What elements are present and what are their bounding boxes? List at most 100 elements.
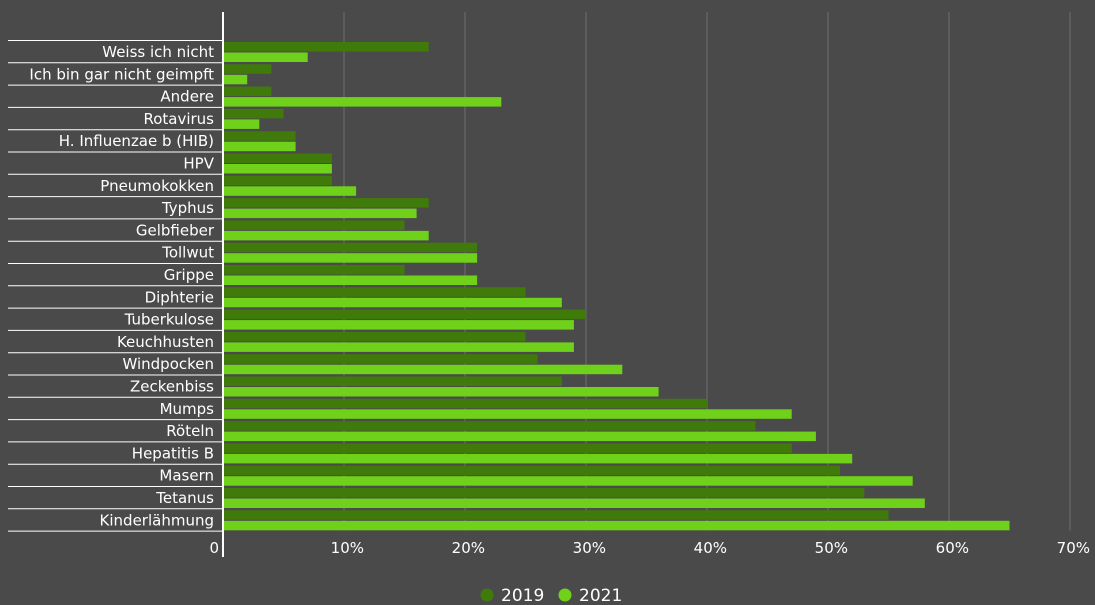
bar-2019-ich-bin-gar-nicht-geimpft [223, 64, 272, 74]
bar-2021-ich-bin-gar-nicht-geimpft [223, 74, 248, 85]
bar-2021-hepatitis-b [223, 453, 853, 464]
bar-2021-kinderlahmung [223, 520, 1010, 531]
bar-2021-tuberkulose [223, 320, 574, 330]
bar-group-rotavirus [223, 108, 284, 129]
category-label: Röteln [166, 422, 214, 440]
bar-2019-tetanus [223, 488, 865, 498]
category-label: Hepatitis B [132, 444, 214, 462]
bar-2021-hpv [223, 164, 332, 174]
x-tick-label: 60% [936, 539, 969, 557]
x-tick-label: 70% [1057, 539, 1090, 557]
category-label: Kinderlähmung [100, 511, 214, 529]
legend-swatch [558, 588, 572, 602]
bar-2019-pneumokokken [223, 175, 332, 186]
legend-label: 2021 [579, 586, 622, 605]
bar-2021-roteln [223, 431, 816, 442]
bar-2019-grippe [223, 265, 405, 275]
bar-2019-masern [223, 465, 841, 476]
category-label: Tuberkulose [124, 311, 214, 329]
category-label: Rotavirus [143, 110, 214, 128]
bars [223, 42, 1010, 531]
category-label: Weiss ich nicht [102, 43, 214, 61]
bar-2019-hepatitis-b [223, 443, 792, 453]
category-label: H. Influenzae b (HIB) [59, 132, 214, 150]
bar-group-diphterie [223, 287, 562, 308]
category-label: Tollwut [161, 244, 214, 262]
category-label: Andere [160, 88, 214, 106]
bar-2019-zeckenbiss [223, 376, 562, 386]
bar-group-keuchhusten [223, 331, 574, 352]
category-label: Typhus [161, 199, 214, 217]
bar-group-windpocken [223, 354, 623, 375]
bar-2021-pneumokokken [223, 186, 357, 196]
bar-group-masern [223, 465, 913, 486]
category-label: HPV [183, 155, 214, 173]
bar-2021-rotavirus [223, 119, 260, 129]
bar-group-weiss-ich-nicht [223, 42, 429, 62]
bar-2019-diphterie [223, 287, 526, 297]
bar-2019-mumps [223, 398, 707, 409]
category-label: Masern [159, 467, 214, 485]
bar-2021-tollwut [223, 253, 478, 263]
bar-2019-rotavirus [223, 108, 284, 119]
bar-group-tuberkulose [223, 309, 586, 330]
bar-2021-zeckenbiss [223, 387, 659, 397]
category-label: Diphterie [145, 288, 214, 306]
bar-2021-diphterie [223, 297, 562, 308]
category-label: Grippe [164, 266, 214, 284]
x-tick-label: 50% [815, 539, 848, 557]
category-label: Zeckenbiss [130, 378, 214, 396]
bar-2019-tollwut [223, 242, 478, 253]
bar-2019-andere [223, 86, 272, 97]
bar-group-tollwut [223, 242, 478, 263]
bar-group-pneumokokken [223, 175, 357, 196]
bar-group-kinderlahmung [223, 510, 1010, 531]
bar-group-zeckenbiss [223, 376, 659, 397]
legend-item-2019: 2019 [480, 586, 544, 605]
bar-group-tetanus [223, 488, 925, 508]
bar-2021-mumps [223, 409, 792, 419]
bar-2019-keuchhusten [223, 331, 526, 342]
x-tick-label: 40% [694, 539, 727, 557]
bar-group-typhus [223, 198, 429, 219]
category-label: Ich bin gar nicht geimpft [29, 65, 214, 83]
bar-2021-typhus [223, 208, 417, 219]
bar-group-h-influenzae-b-hib [223, 131, 296, 152]
category-label: Gelbfieber [136, 221, 215, 239]
bar-2019-typhus [223, 198, 429, 208]
legend-label: 2019 [501, 586, 544, 605]
bar-group-hepatitis-b [223, 443, 853, 464]
bar-group-ich-bin-gar-nicht-geimpft [223, 64, 272, 85]
bar-group-grippe [223, 265, 478, 285]
bar-2019-weiss-ich-nicht [223, 42, 429, 52]
category-label: Mumps [160, 400, 215, 418]
category-label: Tetanus [155, 489, 214, 507]
bar-2019-kinderlahmung [223, 510, 889, 520]
bar-group-hpv [223, 153, 332, 174]
value-axis: 0 10% 20% 30% 40% 50% 60% 70% [209, 12, 1090, 557]
bar-group-gelbfieber [223, 220, 429, 241]
bar-2019-gelbfieber [223, 220, 405, 230]
bar-2021-grippe [223, 275, 478, 285]
category-label: Windpocken [122, 355, 214, 373]
bar-2019-tuberkulose [223, 309, 586, 320]
bar-group-andere [223, 86, 502, 107]
bar-group-roteln [223, 421, 816, 442]
bar-2019-roteln [223, 421, 756, 431]
bar-2019-h-influenzae-b-hib [223, 131, 296, 141]
legend-item-2021: 2021 [558, 586, 622, 605]
x-tick-label: 30% [573, 539, 606, 557]
bar-2021-h-influenzae-b-hib [223, 141, 296, 152]
legend-swatch [480, 588, 494, 602]
legend: 2019 2021 [480, 586, 622, 605]
bar-2019-hpv [223, 153, 332, 163]
bar-2019-windpocken [223, 354, 538, 364]
bar-2021-gelbfieber [223, 230, 429, 241]
bar-group-mumps [223, 398, 792, 419]
x-tick-label: 0 [209, 539, 219, 557]
category-labels: Weiss ich nicht Ich bin gar nicht geimpft… [8, 40, 223, 532]
bar-2021-tetanus [223, 498, 925, 508]
category-label: Keuchhusten [117, 333, 214, 351]
x-tick-label: 10% [331, 539, 364, 557]
